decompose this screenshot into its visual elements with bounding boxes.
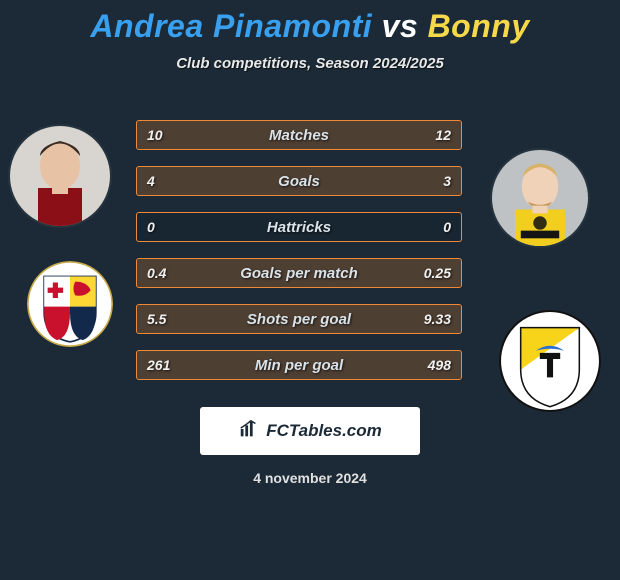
stat-value-left: 261 bbox=[147, 351, 170, 379]
stat-row: 261498Min per goal bbox=[136, 350, 462, 380]
brand-box: FCTables.com bbox=[200, 407, 420, 455]
brand-text: FCTables.com bbox=[266, 421, 382, 441]
stat-value-left: 10 bbox=[147, 121, 163, 149]
player1-club-crest bbox=[27, 261, 113, 347]
stat-fill-left bbox=[137, 167, 322, 195]
stats-bars: 1012Matches43Goals00Hattricks0.40.25Goal… bbox=[136, 120, 462, 396]
title-player1: Andrea Pinamonti bbox=[90, 8, 372, 44]
stat-value-right: 12 bbox=[435, 121, 451, 149]
page-title: Andrea Pinamonti vs Bonny bbox=[0, 0, 620, 45]
stat-value-right: 9.33 bbox=[424, 305, 451, 333]
stat-row: 1012Matches bbox=[136, 120, 462, 150]
stat-value-right: 0 bbox=[443, 213, 451, 241]
player2-avatar bbox=[490, 148, 590, 248]
date-caption: 4 november 2024 bbox=[0, 470, 620, 486]
stat-value-left: 5.5 bbox=[147, 305, 166, 333]
stat-value-right: 3 bbox=[443, 167, 451, 195]
stat-value-right: 0.25 bbox=[424, 259, 451, 287]
stat-fill-right bbox=[322, 167, 461, 195]
title-vs: vs bbox=[382, 8, 419, 44]
title-player2: Bonny bbox=[428, 8, 530, 44]
stat-row: 5.59.33Shots per goal bbox=[136, 304, 462, 334]
stat-value-left: 4 bbox=[147, 167, 155, 195]
stat-value-left: 0 bbox=[147, 213, 155, 241]
subtitle: Club competitions, Season 2024/2025 bbox=[0, 55, 620, 72]
player2-club-crest bbox=[499, 310, 601, 412]
stat-row: 0.40.25Goals per match bbox=[136, 258, 462, 288]
stat-fill-left bbox=[137, 259, 338, 287]
stat-label: Hattricks bbox=[137, 213, 461, 241]
stat-row: 0 0Hattricks bbox=[136, 212, 462, 242]
player1-avatar bbox=[8, 124, 112, 228]
brand-chart-icon bbox=[238, 418, 260, 445]
stat-value-right: 498 bbox=[428, 351, 451, 379]
stat-row: 43Goals bbox=[136, 166, 462, 196]
stat-value-left: 0.4 bbox=[147, 259, 166, 287]
